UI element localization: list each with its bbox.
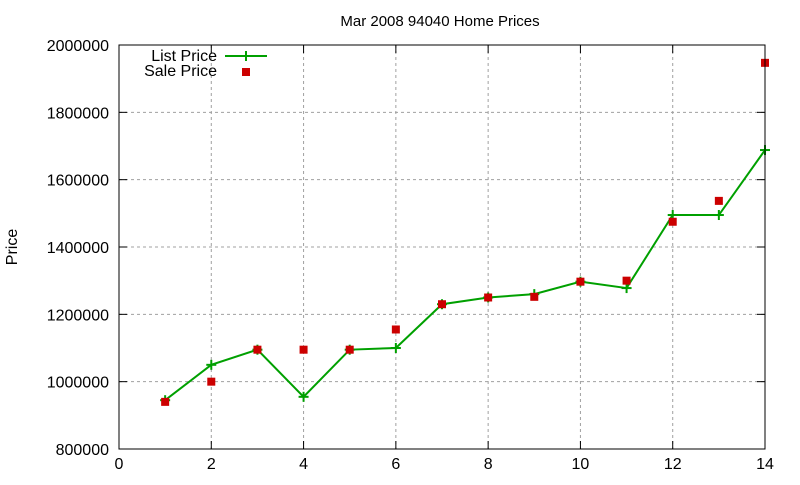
series-list-price (160, 145, 770, 406)
chart-title: Mar 2008 94040 Home Prices (340, 13, 539, 30)
square-marker (576, 277, 585, 286)
legend-swatch-list-price (225, 51, 267, 61)
square-marker (299, 345, 308, 354)
y-tick-label: 1000000 (47, 375, 109, 392)
y-tick-label: 2000000 (47, 38, 109, 55)
square-marker (622, 276, 631, 285)
grid-lines (119, 45, 765, 449)
square-marker (530, 292, 539, 301)
legend-label-list-price: List Price (151, 48, 217, 65)
square-marker (161, 397, 170, 406)
y-tick-label: 800000 (56, 442, 109, 459)
plus-marker (390, 343, 401, 353)
plot-border (118, 44, 766, 450)
series-sale-price (161, 58, 769, 406)
square-marker (207, 377, 216, 386)
plus-marker (206, 359, 217, 370)
x-tick-label: 6 (391, 456, 400, 473)
axis-ticks: 800000 1000000 1200000 1400000 1600000 180000… (47, 38, 774, 473)
plus-marker (298, 391, 309, 402)
x-tick-label: 2 (207, 456, 216, 473)
x-tick-label: 0 (115, 456, 124, 473)
square-marker (253, 345, 262, 354)
square-marker (345, 345, 354, 354)
square-marker (668, 217, 677, 226)
square-marker (484, 293, 493, 302)
x-tick-label: 14 (756, 456, 774, 473)
y-tick-label: 1200000 (47, 307, 109, 324)
y-tick-label: 1400000 (47, 240, 109, 257)
plus-marker (621, 283, 632, 294)
series-line (164, 149, 766, 401)
legend-label-sale-price: Sale Price (144, 63, 217, 80)
square-marker (391, 325, 400, 334)
y-tick-label: 1600000 (47, 173, 109, 190)
y-tick-label: 1800000 (47, 105, 109, 122)
x-tick-label: 12 (664, 456, 682, 473)
legend-swatch-sale-price (242, 68, 250, 76)
x-tick-label: 4 (299, 456, 308, 473)
x-tick-label: 8 (484, 456, 493, 473)
legend: List Price Sale Price (144, 48, 267, 80)
plus-marker (713, 210, 724, 221)
y-axis-label: Price (4, 229, 21, 266)
data-series (160, 58, 770, 406)
square-marker (714, 196, 723, 205)
x-tick-label: 10 (572, 456, 590, 473)
square-marker (438, 300, 446, 309)
